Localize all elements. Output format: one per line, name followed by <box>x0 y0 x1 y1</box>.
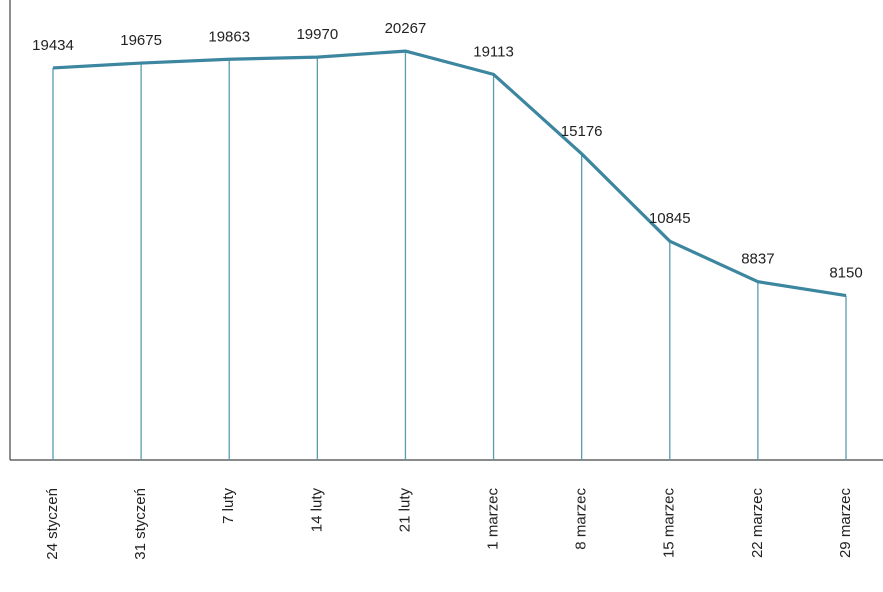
x-tick-label: 22 marzec <box>749 488 766 559</box>
data-label: 15176 <box>561 123 603 140</box>
x-tick-label: 31 styczeń <box>132 488 149 560</box>
data-label: 19863 <box>208 28 250 45</box>
x-tick-label: 1 marzec <box>485 488 502 550</box>
data-label: 19113 <box>473 43 514 60</box>
x-tick-label: 15 marzec <box>661 488 678 559</box>
data-label: 20267 <box>385 20 427 37</box>
x-tick-label: 8 marzec <box>573 488 590 550</box>
x-tick-label: 21 luty <box>396 488 413 533</box>
x-tick-label: 14 luty <box>308 488 325 533</box>
data-label: 8837 <box>741 251 774 268</box>
data-line <box>52 49 847 298</box>
data-label: 19434 <box>32 37 74 54</box>
x-tick-label: 7 luty <box>220 488 237 524</box>
data-label: 19675 <box>120 32 162 49</box>
x-tick-label: 24 styczeń <box>44 488 61 560</box>
data-label: 19970 <box>296 26 338 43</box>
data-label: 8150 <box>829 265 862 282</box>
data-label: 10845 <box>649 210 691 227</box>
x-tick-label: 29 marzec <box>837 488 854 559</box>
